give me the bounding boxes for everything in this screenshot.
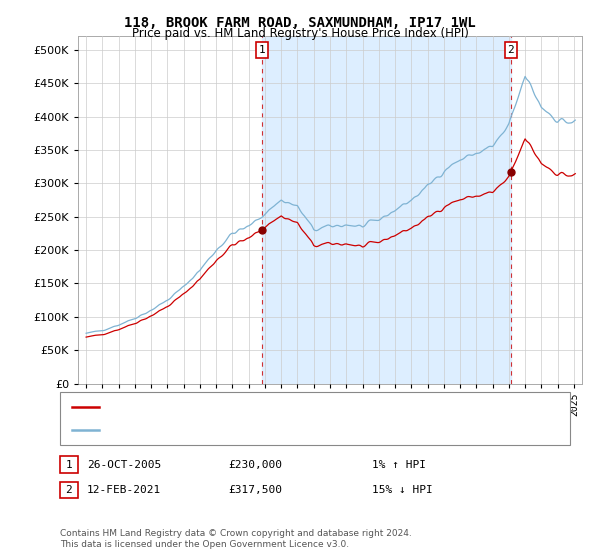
Text: 1% ↑ HPI: 1% ↑ HPI bbox=[372, 460, 426, 470]
Text: 1: 1 bbox=[259, 45, 265, 55]
Text: £317,500: £317,500 bbox=[228, 485, 282, 495]
Text: 2: 2 bbox=[65, 485, 73, 495]
Text: Contains HM Land Registry data © Crown copyright and database right 2024.
This d: Contains HM Land Registry data © Crown c… bbox=[60, 529, 412, 549]
Bar bbox=[262, 36, 511, 384]
Text: £230,000: £230,000 bbox=[228, 460, 282, 470]
Text: 12-FEB-2021: 12-FEB-2021 bbox=[87, 485, 161, 495]
Text: 2: 2 bbox=[508, 45, 514, 55]
Text: 118, BROOK FARM ROAD, SAXMUNDHAM, IP17 1WL (detached house): 118, BROOK FARM ROAD, SAXMUNDHAM, IP17 1… bbox=[105, 402, 467, 412]
Text: HPI: Average price, detached house, East Suffolk: HPI: Average price, detached house, East… bbox=[105, 425, 360, 435]
Text: Price paid vs. HM Land Registry's House Price Index (HPI): Price paid vs. HM Land Registry's House … bbox=[131, 27, 469, 40]
Text: 26-OCT-2005: 26-OCT-2005 bbox=[87, 460, 161, 470]
Text: 118, BROOK FARM ROAD, SAXMUNDHAM, IP17 1WL: 118, BROOK FARM ROAD, SAXMUNDHAM, IP17 1… bbox=[124, 16, 476, 30]
Text: 15% ↓ HPI: 15% ↓ HPI bbox=[372, 485, 433, 495]
Text: 1: 1 bbox=[65, 460, 73, 470]
